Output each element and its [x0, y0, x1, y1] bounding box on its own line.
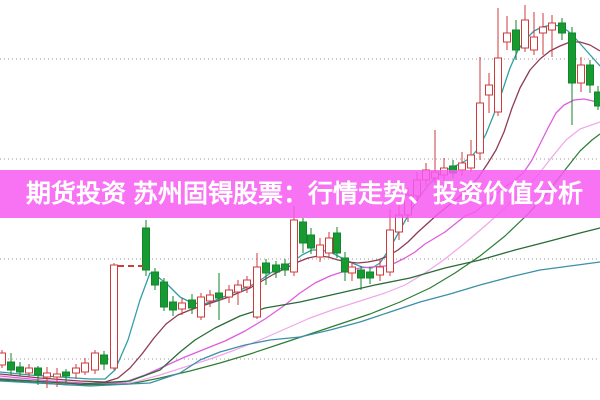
candle-up: [521, 19, 529, 49]
candle-up: [577, 64, 585, 84]
candle-up: [548, 22, 556, 31]
candle-up: [0, 352, 6, 366]
candle-down: [160, 281, 168, 308]
candle-down: [281, 263, 289, 271]
candle-down: [262, 262, 270, 274]
candle-up: [234, 284, 242, 293]
candle-up: [243, 279, 251, 288]
ma-cyan: [0, 261, 600, 387]
candle-down: [307, 234, 315, 249]
candle-down: [16, 366, 24, 373]
candle-down: [558, 22, 566, 34]
ma-magenta: [0, 98, 600, 385]
candle-up: [53, 373, 61, 378]
candle-down: [594, 91, 600, 107]
candle-up: [325, 237, 333, 254]
ma-light-pink: [0, 121, 600, 386]
candle-up: [178, 302, 186, 310]
candle-up: [458, 162, 466, 171]
candle-down: [586, 64, 594, 86]
candle-up: [503, 32, 511, 43]
candle-down: [357, 269, 365, 279]
candle-up: [539, 26, 547, 34]
candle-up: [91, 352, 99, 371]
candle-up: [253, 266, 261, 318]
candle-up: [110, 264, 118, 369]
candle-up: [386, 229, 394, 273]
candle-up: [43, 372, 51, 378]
candle-down: [169, 301, 177, 311]
candle-up: [81, 362, 89, 373]
candle-up: [376, 266, 384, 276]
headline-banner: 期货投资 苏州固锝股票：行情走势、投资价值分析: [0, 170, 600, 218]
ma-dark-green: [0, 227, 600, 385]
candle-up: [72, 367, 80, 374]
candle-up: [476, 102, 484, 154]
candle-up: [348, 266, 356, 274]
candle-down: [62, 371, 70, 377]
candle-down: [7, 361, 15, 371]
candle-up: [290, 219, 298, 273]
candle-down: [341, 257, 349, 273]
candle-down: [272, 264, 280, 273]
candle-down: [512, 29, 520, 51]
candle-up: [197, 296, 205, 318]
candle-down: [215, 292, 223, 299]
candle-down: [100, 354, 108, 365]
candle-up: [316, 244, 324, 258]
candle-down: [34, 367, 42, 376]
candle-down: [151, 271, 159, 286]
candle-up: [494, 57, 502, 113]
candle-up: [206, 294, 214, 302]
candle-down: [188, 299, 196, 309]
ma-maroon: [0, 41, 600, 383]
candle-up: [530, 36, 538, 51]
candle-up: [225, 289, 233, 298]
candle-down: [366, 271, 374, 279]
candle-up: [485, 84, 493, 96]
candle-down: [142, 227, 150, 271]
candle-up: [25, 367, 33, 374]
candle-down: [299, 221, 307, 244]
headline-text: 期货投资 苏州固锝股票：行情走势、投资价值分析: [26, 179, 583, 208]
candle-up: [467, 154, 475, 169]
candle-down: [333, 232, 341, 254]
candle-down: [568, 32, 576, 84]
